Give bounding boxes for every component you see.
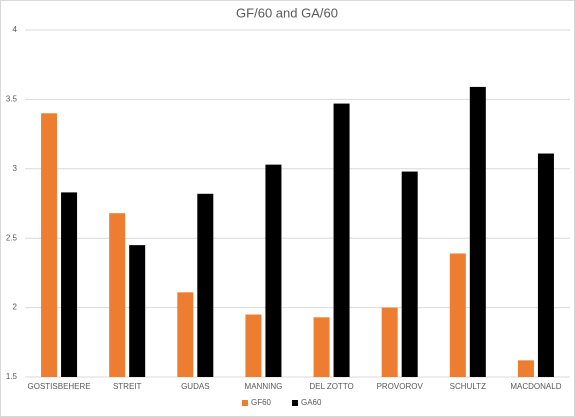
bar [41,113,58,377]
legend-label: GA60 [301,398,322,407]
y-tick-label: 3.5 [6,95,18,104]
x-tick-label: PROVOROV [377,382,424,391]
y-tick-label: 3 [13,164,18,173]
legend-label: GF60 [251,398,272,407]
legend-swatch [242,400,248,406]
bar [197,193,214,377]
x-tick-label: STREIT [113,382,142,391]
x-tick-label: SCHULTZ [450,382,486,391]
bar [313,317,330,377]
y-tick-label: 2.5 [6,233,18,242]
bar [381,307,398,377]
bar [109,213,126,377]
bar [177,292,194,377]
legend-swatch [292,400,298,406]
y-tick-label: 1.5 [6,372,18,381]
bar [333,103,350,378]
x-tick-label: MACDONALD [510,382,561,391]
x-tick-label: GUDAS [181,382,209,391]
bar [517,360,534,377]
bar [469,86,486,378]
bar [129,245,146,377]
y-tick-label: 4 [13,25,18,34]
bar [537,153,554,377]
bar [61,192,78,377]
x-tick-label: DEL ZOTTO [309,382,353,391]
x-tick-label: MANNING [245,382,283,391]
bar [245,314,262,377]
y-tick-label: 2 [13,303,18,312]
x-tick-label: GOSTISBEHERE [28,382,91,391]
bar [265,164,282,377]
bar [449,253,466,377]
bar [401,171,418,377]
chart-title: GF/60 and GA/60 [236,5,338,20]
